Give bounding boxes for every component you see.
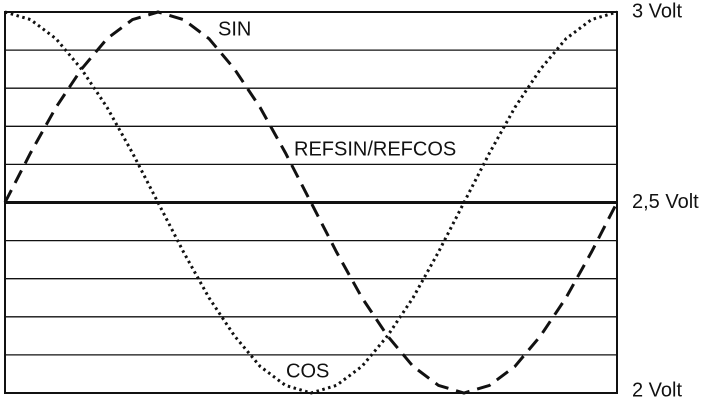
y-tick-label: 2,5 Volt <box>632 191 699 213</box>
y-tick-label: 2 Volt <box>632 379 682 401</box>
series-line <box>4 10 618 395</box>
series-line <box>3 10 619 395</box>
y-tick-label: 3 Volt <box>632 0 682 22</box>
annotation: REFSIN/REFCOS <box>294 138 456 160</box>
series-label: COS <box>286 360 329 382</box>
series-label: SIN <box>218 18 251 40</box>
